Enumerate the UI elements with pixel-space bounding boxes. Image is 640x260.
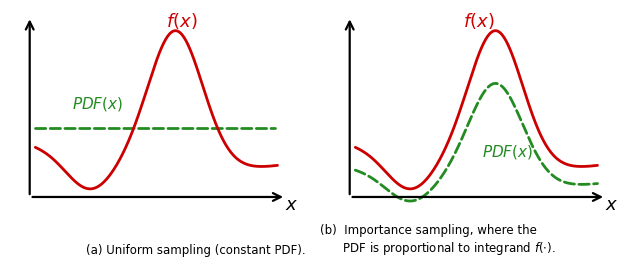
Text: $x$: $x$ bbox=[285, 196, 298, 214]
Text: (a) Uniform sampling (constant PDF).: (a) Uniform sampling (constant PDF). bbox=[86, 244, 306, 257]
Text: $f(x)$: $f(x)$ bbox=[463, 11, 495, 30]
Text: $f(x)$: $f(x)$ bbox=[166, 11, 198, 30]
Text: $PDF(x)$: $PDF(x)$ bbox=[72, 95, 123, 113]
Text: PDF is proportional to integrand $f(\cdot)$.: PDF is proportional to integrand $f(\cdo… bbox=[320, 240, 556, 257]
Text: $x$: $x$ bbox=[605, 196, 618, 214]
Text: (b)  Importance sampling, where the: (b) Importance sampling, where the bbox=[320, 224, 537, 237]
Text: $PDF(x)$: $PDF(x)$ bbox=[482, 143, 533, 161]
